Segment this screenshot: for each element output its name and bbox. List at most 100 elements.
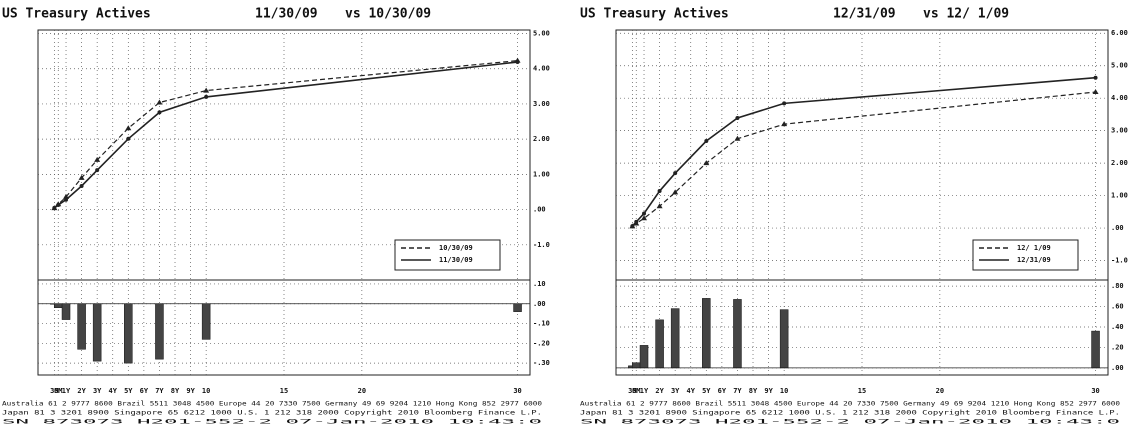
y-tick-label: 4.00 [1111, 94, 1128, 102]
x-tick-label: 20 [358, 387, 366, 395]
x-tick-label: 1Y [640, 387, 649, 395]
change-bar [670, 308, 680, 369]
legend-box [394, 239, 501, 271]
chart-panel: US Treasury Actives 12/31/09 vs 12/ 1/09 3M… [580, 7, 1128, 426]
point-marker [125, 125, 132, 131]
x-tick-label: 3Y [671, 387, 680, 395]
point-marker [78, 174, 85, 180]
x-tick-label: 10 [202, 387, 210, 395]
x-tick-label: 6Y [140, 387, 149, 395]
x-tick-label: 7Y [155, 387, 164, 395]
y-tick-label: -1.0 [1111, 257, 1128, 265]
point-marker [641, 215, 648, 221]
chart-title: US Treasury Actives [2, 7, 151, 22]
point-marker [782, 101, 787, 106]
x-tick-label: 6M [632, 387, 640, 395]
point-marker [94, 156, 101, 162]
point-marker [634, 219, 639, 224]
x-tick-label: 5Y [702, 387, 711, 395]
point-marker [64, 197, 69, 202]
x-tick-label: 1Y [62, 387, 71, 395]
y-tick-label: 5.00 [1111, 62, 1128, 70]
point-marker [126, 136, 131, 141]
chart-comparison: vs 12/ 1/09 [923, 7, 1009, 22]
change-bar [631, 362, 641, 369]
point-marker [656, 203, 663, 209]
change-bar [733, 299, 742, 369]
point-marker [673, 171, 678, 176]
y-tick-label: .00 [533, 206, 546, 214]
y-tick-label: 2.00 [533, 135, 550, 143]
legend-label: 10/30/09 [439, 244, 473, 252]
footer-text: Australia 61 2 9777 8600 Brazil 5511 304… [580, 401, 1120, 408]
y-tick-label: -.30 [533, 359, 550, 367]
x-tick-label: 9Y [764, 387, 773, 395]
legend-label: 11/30/09 [439, 256, 473, 264]
y-tick-label: .00 [533, 300, 546, 308]
chart-comparison: vs 10/30/09 [345, 7, 431, 22]
y-tick-label: .00 [1111, 364, 1124, 372]
y-tick-label: .60 [1111, 303, 1124, 311]
x-tick-label: 15 [280, 387, 288, 395]
y-tick-label: -1.0 [533, 241, 550, 249]
y-tick-label: 4.00 [533, 65, 550, 73]
y-tick-label: -.10 [533, 320, 550, 328]
x-tick-label: 15 [858, 387, 866, 395]
x-tick-label: 3M [50, 387, 58, 395]
y-tick-label: 3.00 [533, 100, 550, 108]
x-tick-label: 7Y [733, 387, 742, 395]
point-marker [735, 115, 740, 120]
point-marker [203, 87, 210, 93]
point-marker [630, 224, 635, 229]
change-bar [53, 303, 63, 308]
yield-line [53, 61, 518, 209]
y-tick-label: 6.00 [1111, 29, 1128, 37]
point-marker [79, 183, 84, 188]
y-tick-label: -.20 [533, 339, 550, 347]
x-tick-label: 30 [513, 387, 521, 395]
x-tick-label: 8Y [171, 387, 180, 395]
x-tick-label: 3Y [93, 387, 102, 395]
point-marker [156, 99, 163, 105]
y-tick-label: 5.00 [533, 30, 550, 38]
x-tick-label: 8Y [749, 387, 758, 395]
x-tick-label: 4Y [109, 387, 118, 395]
change-bar [639, 345, 649, 369]
point-marker [734, 135, 741, 141]
y-tick-label: 1.00 [1111, 192, 1128, 200]
point-marker [1092, 89, 1099, 95]
change-bar [201, 303, 211, 340]
y-tick-label: 3.00 [1111, 127, 1128, 135]
yield-line [631, 76, 1096, 227]
y-tick-label: 1.00 [533, 170, 550, 178]
change-bar [155, 303, 164, 360]
yield-line [53, 60, 518, 209]
x-tick-label: 10 [780, 387, 788, 395]
point-marker [703, 160, 710, 166]
footer-text: SN 873073 H201-552-2 07-Jan-2010 10:43:0 [2, 419, 543, 426]
x-tick-label: 4Y [687, 387, 696, 395]
change-bar [655, 319, 664, 369]
chart-title: US Treasury Actives [580, 7, 729, 22]
point-marker [204, 94, 209, 99]
y-tick-label: .80 [1111, 282, 1124, 290]
x-tick-label: 2Y [655, 387, 664, 395]
change-bar [702, 298, 711, 369]
change-bar [779, 309, 789, 369]
point-marker [657, 189, 662, 194]
point-marker [642, 211, 647, 216]
point-marker [704, 139, 709, 144]
y-tick-label: .10 [533, 280, 546, 288]
footer-text: Australia 61 2 9777 8600 Brazil 5511 304… [2, 401, 542, 408]
point-marker [95, 168, 100, 173]
y-tick-label: .40 [1111, 323, 1124, 331]
point-marker [515, 60, 520, 65]
x-tick-label: 2Y [77, 387, 86, 395]
point-marker [52, 205, 57, 210]
chart-date: 11/30/09 [255, 7, 318, 22]
x-tick-label: 20 [936, 387, 944, 395]
y-tick-label: .20 [1111, 343, 1124, 351]
footer-text: SN 873073 H201-552-2 07-Jan-2010 10:43:0 [580, 419, 1121, 426]
x-tick-label: 6Y [718, 387, 727, 395]
